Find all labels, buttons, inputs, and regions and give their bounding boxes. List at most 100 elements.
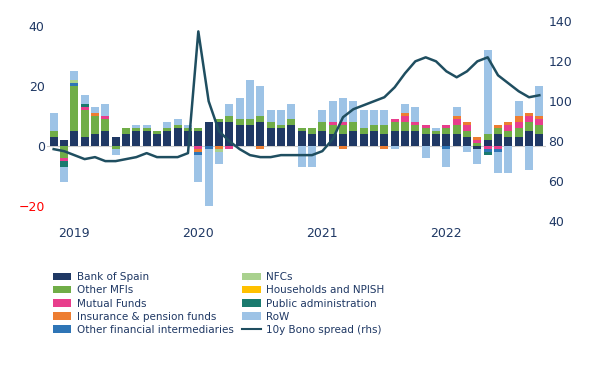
Bar — [174, 125, 181, 128]
Bar — [215, 122, 223, 146]
Bar — [184, 131, 192, 146]
Bar — [277, 110, 285, 125]
Bar — [505, 146, 512, 173]
Bar — [370, 131, 378, 146]
Bar — [184, 128, 192, 131]
Bar — [339, 146, 347, 149]
Bar — [339, 134, 347, 146]
Bar — [412, 122, 419, 125]
Bar — [153, 134, 161, 146]
Bar — [463, 125, 471, 131]
Bar — [339, 125, 347, 134]
Bar — [473, 143, 482, 146]
Bar — [71, 86, 78, 131]
Bar — [525, 122, 533, 131]
Bar — [422, 146, 429, 158]
Bar — [225, 146, 233, 149]
Bar — [505, 125, 512, 131]
Bar — [267, 128, 275, 146]
Bar — [329, 134, 337, 146]
Bar — [164, 122, 171, 128]
Bar — [370, 110, 378, 125]
Bar — [484, 149, 492, 152]
Bar — [525, 131, 533, 146]
Bar — [494, 152, 502, 173]
Bar — [308, 146, 316, 167]
Bar — [195, 128, 202, 131]
Bar — [50, 131, 58, 137]
Bar — [256, 116, 264, 122]
Bar — [484, 134, 492, 140]
Bar — [174, 128, 181, 146]
Bar — [535, 125, 543, 134]
Bar — [143, 128, 151, 131]
Bar — [81, 137, 88, 146]
Bar — [164, 128, 171, 131]
Bar — [60, 140, 68, 146]
Bar — [360, 128, 368, 134]
Bar — [195, 146, 202, 149]
Bar — [308, 128, 316, 134]
Bar — [205, 146, 212, 149]
Bar — [339, 98, 347, 122]
Bar — [71, 71, 78, 80]
Bar — [494, 125, 502, 128]
Bar — [515, 116, 522, 122]
Bar — [215, 152, 223, 164]
Bar — [91, 116, 99, 134]
Bar — [225, 122, 233, 146]
Bar — [381, 146, 388, 149]
Bar — [473, 140, 482, 143]
Bar — [401, 131, 409, 146]
Bar — [132, 131, 140, 146]
Bar — [391, 122, 398, 131]
Bar — [111, 137, 120, 146]
Bar — [91, 134, 99, 146]
Bar — [50, 113, 58, 131]
Bar — [432, 131, 440, 134]
Bar — [267, 110, 275, 122]
Bar — [60, 146, 68, 158]
Bar — [174, 119, 181, 125]
Legend: Bank of Spain, Other MFIs, Mutual Funds, Insurance & pension funds, Other financ: Bank of Spain, Other MFIs, Mutual Funds,… — [53, 272, 384, 335]
Bar — [535, 119, 543, 125]
Bar — [225, 104, 233, 116]
Bar — [215, 119, 223, 122]
Bar — [525, 146, 533, 170]
Bar — [432, 134, 440, 146]
Bar — [246, 80, 254, 119]
Bar — [453, 125, 461, 134]
Bar — [256, 122, 264, 146]
Bar — [453, 134, 461, 146]
Bar — [60, 158, 68, 161]
Bar — [401, 104, 409, 113]
Bar — [391, 119, 398, 122]
Bar — [422, 134, 429, 146]
Bar — [432, 128, 440, 131]
Bar — [71, 83, 78, 86]
Bar — [535, 86, 543, 116]
Bar — [463, 131, 471, 137]
Bar — [401, 113, 409, 116]
Bar — [205, 149, 212, 206]
Bar — [215, 146, 223, 149]
Bar — [463, 122, 471, 125]
Bar — [195, 131, 202, 146]
Bar — [195, 155, 202, 182]
Bar — [442, 146, 450, 149]
Bar — [535, 134, 543, 146]
Bar — [71, 80, 78, 83]
Bar — [473, 146, 482, 149]
Bar — [246, 125, 254, 146]
Bar — [164, 131, 171, 146]
Bar — [453, 119, 461, 125]
Bar — [442, 125, 450, 128]
Bar — [298, 131, 305, 146]
Bar — [412, 125, 419, 131]
Bar — [81, 110, 88, 137]
Bar — [122, 134, 130, 146]
Bar — [153, 131, 161, 134]
Bar — [143, 131, 151, 146]
Bar — [236, 98, 244, 119]
Bar — [494, 146, 502, 149]
